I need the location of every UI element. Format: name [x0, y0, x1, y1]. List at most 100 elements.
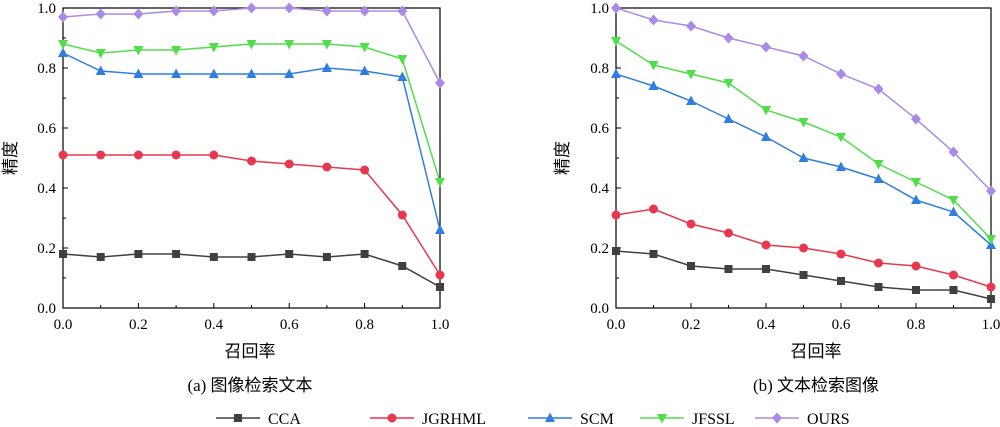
panel-b-point-cca	[874, 283, 883, 291]
panel-a-point-jgrhml	[58, 150, 68, 160]
panel-a-tick-labels: 0.0 0.2 0.4 0.6 0.8 1.0 0.0 0.2 0.4 0.6 0.8 1.0	[37, 1, 449, 333]
panel-a-point-cca	[322, 253, 331, 261]
panel-a-point-scm	[321, 62, 332, 72]
panel-b-point-jfssl	[986, 235, 996, 245]
panel-b-point-jfssl	[836, 133, 846, 143]
panel-a-point-jgrhml	[397, 210, 407, 220]
panel-a-point-jfssl	[397, 55, 408, 65]
panel-a-point-jgrhml	[435, 270, 445, 280]
panel-b-point-jgrhml	[874, 258, 883, 268]
panel-a-point-cca	[59, 250, 67, 258]
panel-b-point-ours	[986, 185, 996, 197]
panel-b-point-jfssl	[798, 118, 809, 128]
panel-b-point-ours	[648, 14, 659, 26]
legend-marker	[387, 413, 397, 423]
legend-entry-jgrhml: JGRHML	[370, 411, 486, 427]
panel-b-point-cca	[612, 247, 620, 255]
panel-b-point-jfssl	[686, 70, 696, 80]
panel-b-point-jfssl	[648, 61, 659, 71]
panel-a-series-scm	[58, 47, 445, 234]
panel-b-ytick-label: 0.8	[590, 61, 609, 77]
panel-a-series-jfssl	[58, 40, 445, 188]
panel-b-xlabel: 召回率	[791, 342, 842, 361]
legend-marker	[657, 414, 667, 424]
panel-b-point-jgrhml	[836, 249, 846, 259]
panel-a-point-cca	[172, 250, 181, 258]
panel-a-point-scm	[435, 224, 445, 234]
panel-b-point-cca	[724, 265, 733, 273]
legend-entry-scm: SCM	[528, 411, 614, 427]
panel-b-series	[611, 2, 996, 303]
panel-a-point-jfssl	[246, 40, 257, 50]
panel-a-point-jfssl	[208, 43, 219, 53]
panel-a-point-scm	[284, 68, 295, 78]
panel-b-line-ours	[615, 7, 992, 192]
panel-b-ytick-label: 1.0	[590, 1, 609, 17]
panel-a-ytick-label: 0.8	[37, 61, 56, 77]
panel-b-series-jfssl	[611, 37, 996, 245]
panel-b-point-ours	[911, 113, 921, 125]
panel-a-series	[58, 2, 445, 291]
panel-b-point-scm	[648, 80, 659, 90]
panel-a-point-cca	[436, 283, 444, 291]
panel-a-series-cca	[59, 250, 444, 291]
panel-b-point-ours	[798, 50, 809, 62]
panel-b-point-ours	[836, 68, 846, 80]
panel-b-xtick-label: 0.4	[757, 317, 776, 333]
panel-a-point-jfssl	[435, 178, 445, 188]
panel-a-point-jgrhml	[360, 165, 370, 175]
legend-label: SCM	[580, 411, 614, 427]
legend-label: OURS	[807, 411, 850, 427]
legend: CCA JGRHML SCM JFSSL OURS	[216, 411, 850, 427]
panel-a-point-ours	[133, 8, 144, 20]
panel-b-series-jgrhml	[611, 204, 996, 292]
panel-a-ytick-label: 0.2	[37, 241, 56, 257]
panel-b-xtick-label: 0.6	[832, 317, 851, 333]
panel-b-series-scm	[611, 68, 996, 249]
panel-a-series-ours	[58, 2, 445, 89]
panel-b-ytick-label: 0.2	[590, 241, 609, 257]
panel-b-line-jfssl	[615, 40, 992, 240]
panel-a-ylabel: 精度	[1, 141, 20, 175]
panel-a-point-jgrhml	[284, 159, 294, 169]
panel-a-point-scm	[133, 68, 144, 78]
panel-a-point-scm	[246, 68, 257, 78]
panel-b-point-scm	[686, 95, 696, 105]
panel-b-point-ours	[873, 83, 884, 95]
panel-a-point-scm	[397, 71, 408, 81]
panel-b-point-jfssl	[948, 196, 959, 206]
panel-a-point-jfssl	[284, 40, 295, 50]
panel-a-point-scm	[95, 65, 106, 75]
legend-label: JFSSL	[692, 411, 735, 427]
panel-a-point-scm	[58, 47, 68, 57]
panel-b-point-jfssl	[723, 79, 734, 89]
panel-a-point-cca	[360, 250, 369, 258]
panel-a-point-jfssl	[58, 40, 68, 50]
panel-b-point-cca	[687, 262, 695, 270]
panel-a-ytick-label: 1.0	[37, 1, 56, 17]
panel-b-ytick-label: 0.0	[590, 301, 609, 317]
panel-b-point-scm	[836, 161, 846, 171]
panel-a-point-cca	[247, 253, 256, 261]
panel-b-point-jgrhml	[649, 204, 658, 214]
legend-entry-cca: CCA	[216, 411, 301, 427]
panel-a-point-ours	[321, 5, 332, 17]
panel-a-point-jgrhml	[96, 150, 106, 160]
panel-a-point-jgrhml	[133, 150, 143, 160]
panel-b-point-ours	[611, 2, 621, 14]
panel-b-point-jfssl	[911, 178, 921, 188]
panel-b-point-jgrhml	[986, 282, 996, 292]
panel-b-caption: (b) 文本检索图像	[753, 376, 879, 395]
panel-a-point-ours	[208, 5, 219, 17]
panel-a-xtick-label: 0.8	[355, 317, 374, 333]
panel-a-line-scm	[62, 52, 441, 231]
panel-b-point-scm	[873, 173, 884, 183]
panel-b-point-jgrhml	[949, 270, 958, 280]
legend-marker	[234, 414, 242, 422]
panel-a-series-jgrhml	[58, 150, 445, 280]
panel-a-point-ours	[284, 2, 295, 14]
panel-a-caption: (a) 图像检索文本	[187, 376, 312, 395]
panel-a-point-ours	[171, 5, 182, 17]
panel-a-point-jgrhml	[171, 150, 181, 160]
